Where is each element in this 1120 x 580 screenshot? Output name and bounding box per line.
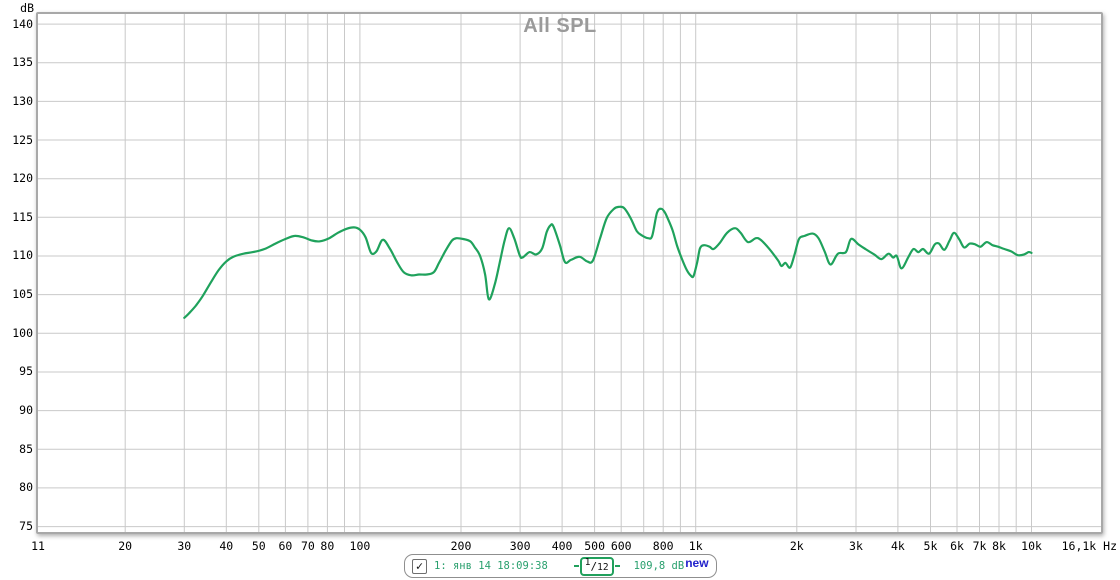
plot-area[interactable] xyxy=(36,12,1103,534)
y-axis-unit: dB xyxy=(20,1,34,15)
check-icon: ✓ xyxy=(415,559,424,573)
x-tick-label: 20 xyxy=(118,539,133,553)
x-tick-label: 1k xyxy=(688,539,703,553)
x-tick-label: 2k xyxy=(789,539,804,553)
y-tick-label: 120 xyxy=(12,171,33,186)
y-tick-label: 80 xyxy=(19,480,33,495)
smoothing-control[interactable]: 1/12 xyxy=(573,556,620,576)
x-tick-label: 40 xyxy=(219,539,234,553)
x-tick-label: 100 xyxy=(349,539,371,553)
y-tick-label: 130 xyxy=(12,93,33,108)
x-tick-label: 5k xyxy=(923,539,938,553)
x-tick-label: 50 xyxy=(251,539,266,553)
measurement-label: 1: янв 14 18:09:38 xyxy=(434,560,548,572)
smoothing-slash: / xyxy=(590,559,598,573)
x-tick-label: 3k xyxy=(849,539,863,553)
y-tick-label: 140 xyxy=(12,16,33,31)
x-tick-label: 200 xyxy=(450,539,472,553)
x-axis-tick-labels: 11 20 30 40 50 60 70 80 100 200 300 400 500 600 800 1k 2… xyxy=(0,539,1120,553)
y-tick-label: 110 xyxy=(12,248,33,263)
y-tick-label: 105 xyxy=(12,287,33,302)
x-tick-label: 4k xyxy=(890,539,905,553)
y-tick-label: 90 xyxy=(19,403,33,418)
smoothing-denominator: 12 xyxy=(597,562,609,574)
y-tick-label: 75 xyxy=(19,519,33,534)
chart-title: All SPL xyxy=(523,15,597,37)
smoothing-dash-left xyxy=(573,565,579,567)
x-tick-label: 600 xyxy=(610,539,632,553)
measurement-checkbox[interactable]: ✓ xyxy=(412,558,427,574)
gridlines xyxy=(38,14,1101,532)
x-tick-label: 800 xyxy=(652,539,674,553)
x-tick-label: 6k xyxy=(950,539,964,553)
y-tick-label: 125 xyxy=(12,132,33,147)
level-readout: 109,8 dB xyxy=(633,560,685,572)
x-tick-label: 10k xyxy=(1021,539,1042,553)
y-tick-label: 85 xyxy=(19,441,33,456)
smoothing-fraction-box: 1/12 xyxy=(579,556,614,576)
x-tick-label: 7k xyxy=(972,539,987,553)
legend: ✓ 1: янв 14 18:09:38 1/12 109,8 dB new xyxy=(404,554,717,578)
x-tick-label: 80 xyxy=(320,539,335,553)
smoothing-dash-right xyxy=(614,565,620,567)
y-tick-label: 100 xyxy=(12,325,33,340)
x-tick-label: 11 xyxy=(31,539,45,553)
spl-trace xyxy=(183,205,1033,319)
y-tick-label: 135 xyxy=(12,55,33,70)
x-tick-label: 400 xyxy=(551,539,573,553)
x-tick-label: 70 xyxy=(300,539,315,553)
x-tick-label: 8k xyxy=(992,539,1006,553)
smoothing-numerator: 1 xyxy=(584,557,591,569)
x-tick-label: 300 xyxy=(509,539,531,553)
x-tick-label: 60 xyxy=(278,539,293,553)
new-badge: new xyxy=(685,556,709,570)
y-tick-label: 95 xyxy=(19,364,33,379)
x-tick-label: 500 xyxy=(584,539,606,553)
x-tick-label: 30 xyxy=(177,539,192,553)
y-tick-label: 115 xyxy=(12,209,33,224)
x-tick-label: 16,1k Hz xyxy=(1061,539,1117,553)
